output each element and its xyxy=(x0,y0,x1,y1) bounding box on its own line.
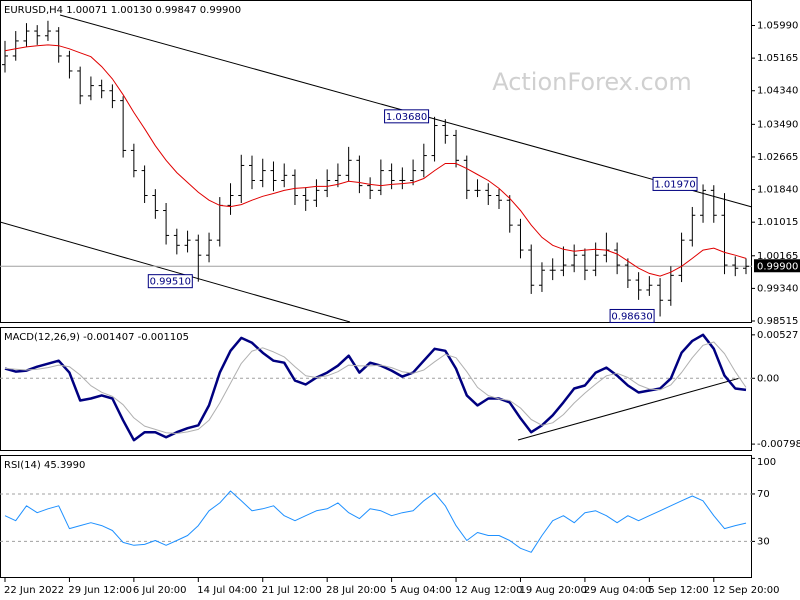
price-label-box xyxy=(384,109,430,124)
price-label: 0.98630 xyxy=(611,311,652,322)
price-label: 0.99510 xyxy=(150,277,191,288)
panel-frame xyxy=(0,0,752,323)
moving-average xyxy=(4,44,747,277)
trend-line xyxy=(517,377,741,441)
x-tick-label: 29 Jun 12:00 xyxy=(68,585,132,596)
price-label-box xyxy=(652,176,698,191)
x-tick-label: 19 Aug 20:00 xyxy=(519,585,586,596)
x-tick-label: 5 Sep 12:00 xyxy=(648,585,708,596)
x-tick-label: 14 Jul 04:00 xyxy=(197,585,257,596)
y-tick-label: -0.007984 xyxy=(757,439,800,450)
y-tick-label: 0.99340 xyxy=(757,283,798,294)
price-label: 1.03680 xyxy=(386,112,427,123)
y-tick-label: 1.04340 xyxy=(757,86,798,97)
y-tick-label: 100 xyxy=(757,457,776,468)
price-label: 1.01970 xyxy=(654,179,695,190)
y-tick-label: 1.05165 xyxy=(757,53,798,64)
x-tick-label: 5 Aug 04:00 xyxy=(391,585,452,596)
last-price-box xyxy=(754,259,800,273)
indicator-line xyxy=(4,490,747,553)
panel-title: RSI(14) 45.3990 xyxy=(4,460,85,471)
panel-title: EURUSD,H4 1.00071 1.00130 0.99847 0.9990… xyxy=(4,5,241,16)
y-tick-label: 0.00 xyxy=(757,373,779,384)
x-tick-label: 22 Jun 2022 xyxy=(4,585,64,596)
indicator-line xyxy=(4,341,747,434)
y-tick-label: 1.03490 xyxy=(757,119,798,130)
y-tick-label: 1.05990 xyxy=(757,21,798,32)
y-tick-label: 0.98515 xyxy=(757,316,798,327)
watermark: ActionForex.com xyxy=(492,68,692,96)
indicator-line xyxy=(4,333,747,442)
price-label-box xyxy=(609,308,655,323)
y-tick-label: 30 xyxy=(757,536,770,547)
y-tick-label: 0.00527 xyxy=(757,330,798,341)
x-tick-label: 12 Sep 20:00 xyxy=(713,585,780,596)
x-tick-label: 28 Jul 20:00 xyxy=(326,585,386,596)
x-tick-label: 6 Jul 20:00 xyxy=(133,585,187,596)
y-tick-label: 1.01840 xyxy=(757,185,798,196)
last-price-label: 0.99900 xyxy=(757,261,798,272)
y-tick-label: 1.00165 xyxy=(757,251,798,262)
panel-title: MACD(12,26,9) -0.001407 -0.001105 xyxy=(4,332,189,343)
panel-frame xyxy=(0,327,752,451)
y-tick-label: 1.01015 xyxy=(757,217,798,228)
y-tick-label: 1.02665 xyxy=(757,152,798,163)
x-tick-label: 21 Jul 12:00 xyxy=(262,585,322,596)
x-tick-label: 29 Aug 04:00 xyxy=(584,585,651,596)
panel-frame xyxy=(0,455,752,578)
x-tick-label: 12 Aug 12:00 xyxy=(455,585,522,596)
price-label-box xyxy=(147,274,193,289)
y-tick-label: 70 xyxy=(757,489,770,500)
channel-line xyxy=(0,221,351,323)
